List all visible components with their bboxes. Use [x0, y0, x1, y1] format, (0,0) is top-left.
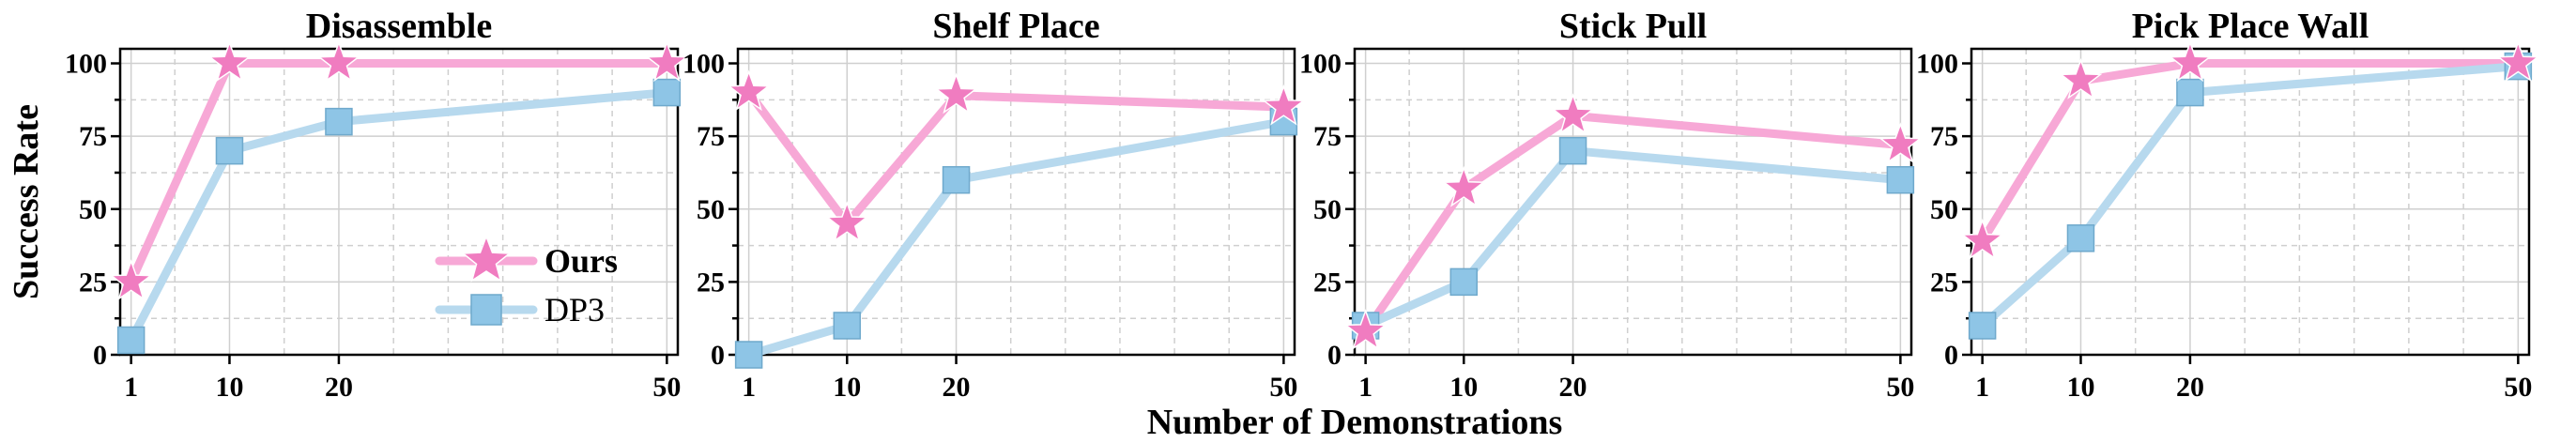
point-ours — [316, 40, 360, 83]
y-tick-label: 0 — [1944, 340, 1958, 371]
legend-label-ours: Ours — [544, 242, 618, 280]
series-line-ours — [1978, 59, 2522, 246]
point-dp3 — [652, 78, 682, 107]
x-tick-label: 10 — [2066, 372, 2094, 403]
point-ours — [2496, 40, 2540, 83]
x-tick-label: 20 — [943, 372, 971, 403]
panel-4: 0 25 50 75 100 1 10 20 50 Pick Place Wall — [1916, 7, 2540, 403]
series-line-ours — [1361, 111, 1905, 336]
legend-marker-dp3 — [470, 294, 502, 326]
legend-marker-ours — [461, 234, 512, 283]
y-tick-label: 25 — [1930, 267, 1958, 298]
point-ours — [2168, 40, 2212, 83]
point-ours — [207, 40, 252, 83]
x-tick-label: 1 — [124, 372, 138, 403]
x-tick-label: 1 — [742, 372, 756, 403]
series-line-dp3 — [1361, 146, 1905, 330]
point-ours — [1262, 84, 1306, 126]
point-ours — [1442, 165, 1486, 207]
point-dp3 — [1886, 165, 1915, 194]
y-tick-label: 50 — [79, 194, 107, 225]
series-line-ours — [744, 88, 1288, 228]
point-ours — [1878, 122, 1923, 164]
y-tick-label: 25 — [1313, 267, 1342, 298]
point-ours — [1960, 218, 2004, 260]
point-ours — [2059, 57, 2103, 99]
panel-title: Disassemble — [306, 7, 492, 46]
point-dp3 — [833, 312, 862, 340]
y-tick-label: 25 — [697, 267, 725, 298]
plot-frame — [1970, 47, 2531, 357]
point-dp3 — [1968, 312, 1997, 340]
series-line-dp3 — [744, 117, 1288, 359]
y-tick-label: 75 — [1313, 121, 1342, 152]
x-tick-label: 1 — [1358, 372, 1372, 403]
point-dp3 — [1449, 267, 1479, 297]
x-tick-label: 10 — [215, 372, 243, 403]
point-ours — [934, 72, 978, 115]
point-dp3 — [2176, 78, 2204, 107]
y-tick-label: 75 — [697, 121, 725, 152]
y-tick-label: 75 — [1930, 121, 1958, 152]
panel-1: 0 25 50 75 100 1 10 20 50 Disassemble Success Rate… — [7, 7, 689, 403]
point-dp3 — [1558, 136, 1587, 165]
plot-frame — [1353, 47, 1913, 357]
y-axis-label: Success Rate — [7, 104, 46, 299]
y-tick-label: 50 — [1930, 194, 1958, 225]
x-tick-label: 50 — [2504, 372, 2532, 403]
series-line-dp3 — [1978, 62, 2522, 330]
legend-label-dp3: DP3 — [544, 291, 605, 328]
y-tick-label: 0 — [711, 340, 725, 371]
x-tick-label: 20 — [2176, 372, 2204, 403]
x-tick-label: 10 — [833, 372, 861, 403]
panel-3: 0 25 50 75 100 1 10 20 50 Stick Pull — [1299, 7, 1923, 403]
plot-frame — [736, 47, 1296, 357]
y-tick-label: 100 — [682, 49, 725, 80]
panel-title: Pick Place Wall — [2132, 7, 2369, 46]
point-ours — [109, 259, 153, 300]
x-tick-label: 1 — [1975, 372, 1989, 403]
y-tick-label: 100 — [1299, 49, 1342, 80]
y-tick-label: 100 — [65, 49, 107, 80]
y-tick-label: 25 — [79, 267, 107, 298]
point-ours — [1551, 93, 1595, 135]
point-ours — [727, 69, 771, 112]
legend: Ours DP3 — [435, 234, 618, 328]
x-tick-label: 50 — [1269, 372, 1297, 403]
panel-2: 0 25 50 75 100 1 10 20 50 Shelf Place — [682, 7, 1306, 403]
y-tick-label: 50 — [1313, 194, 1342, 225]
x-axis-label: Number of Demonstrations — [1147, 403, 1563, 442]
y-tick-label: 0 — [93, 340, 107, 371]
point-dp3 — [116, 326, 146, 355]
y-tick-label: 75 — [79, 121, 107, 152]
point-ours — [825, 201, 869, 242]
x-tick-label: 20 — [325, 372, 353, 403]
point-dp3 — [215, 136, 244, 165]
y-tick-label: 50 — [697, 194, 725, 225]
y-tick-label: 100 — [1916, 49, 1958, 80]
x-tick-label: 20 — [1559, 372, 1587, 403]
y-tick-label: 0 — [1327, 340, 1342, 371]
point-dp3 — [2066, 224, 2095, 252]
point-ours — [645, 40, 689, 83]
x-tick-label: 10 — [1449, 372, 1478, 403]
plot-frame — [118, 47, 680, 357]
panel-title: Shelf Place — [932, 7, 1099, 46]
point-dp3 — [942, 165, 971, 194]
x-tick-label: 50 — [652, 372, 681, 403]
point-dp3 — [325, 107, 353, 136]
series-line-ours — [127, 59, 671, 286]
series-line-dp3 — [127, 88, 671, 344]
point-ours — [1343, 308, 1388, 350]
panel-title: Stick Pull — [1559, 7, 1707, 46]
point-dp3 — [734, 341, 763, 369]
x-tick-label: 50 — [1886, 372, 1914, 403]
